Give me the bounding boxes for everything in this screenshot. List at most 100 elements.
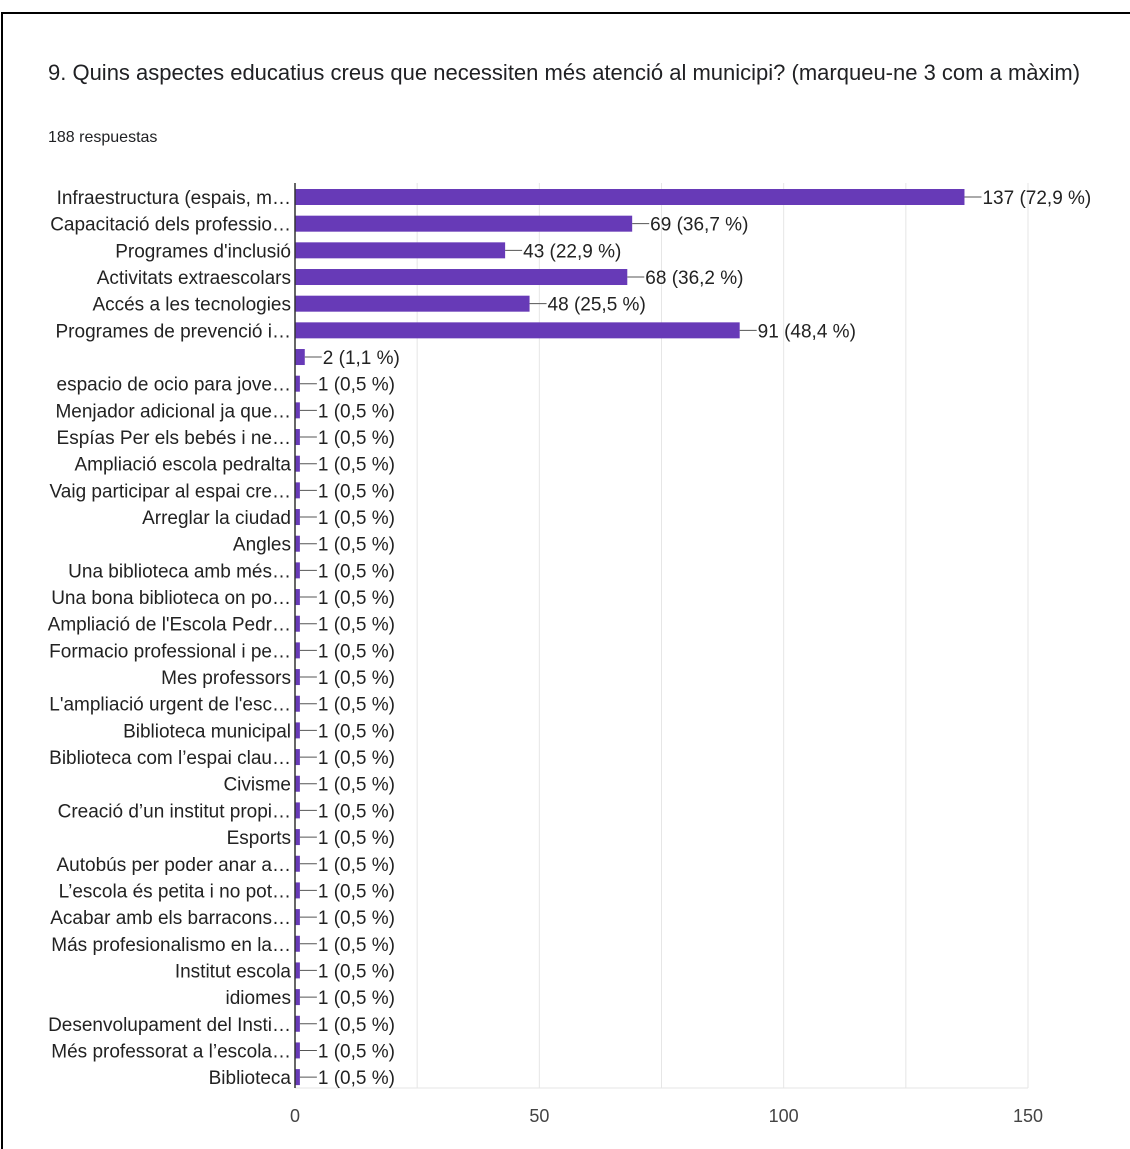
bar xyxy=(295,375,300,392)
value-label: 1 (0,5 %) xyxy=(318,615,395,636)
value-label: 1 (0,5 %) xyxy=(318,561,395,582)
bars xyxy=(295,189,965,1086)
bar xyxy=(295,642,300,659)
bar xyxy=(295,909,300,926)
value-label: 1 (0,5 %) xyxy=(318,428,395,449)
bar xyxy=(295,802,300,819)
value-labels: 137 (72,9 %) 69 (36,7 %) 43 (22,9 %) 68 (36… xyxy=(299,188,1091,1089)
bar xyxy=(295,189,965,205)
bar xyxy=(295,775,300,792)
value-label: 1 (0,5 %) xyxy=(318,508,395,529)
value-label: 91 (48,4 %) xyxy=(758,321,856,342)
category-label: L'ampliació urgent de l'esc… xyxy=(49,695,291,716)
x-tick-label: 50 xyxy=(529,1106,549,1126)
value-label: 1 (0,5 %) xyxy=(318,721,395,742)
value-label: 1 (0,5 %) xyxy=(318,855,395,876)
question-title: 9. Quins aspectes educatius creus que ne… xyxy=(48,60,1081,85)
category-label: Autobús per poder anar a… xyxy=(57,855,292,876)
value-label: 1 (0,5 %) xyxy=(318,748,395,769)
bar xyxy=(295,962,300,979)
category-label: Programes d'inclusió xyxy=(115,241,291,262)
bar xyxy=(295,615,300,632)
x-tick-label: 0 xyxy=(290,1106,300,1126)
value-label: 68 (36,2 %) xyxy=(645,268,743,289)
value-label: 1 (0,5 %) xyxy=(318,961,395,982)
value-label: 1 (0,5 %) xyxy=(318,935,395,956)
value-label: 1 (0,5 %) xyxy=(318,1041,395,1062)
category-label: Una bona biblioteca on po… xyxy=(51,588,291,609)
value-label: 1 (0,5 %) xyxy=(318,668,395,689)
category-label: Vaig participar al espai cre… xyxy=(50,481,291,502)
value-label: 1 (0,5 %) xyxy=(318,481,395,502)
bar xyxy=(295,455,300,472)
bar xyxy=(295,562,300,579)
value-label: 1 (0,5 %) xyxy=(318,401,395,422)
bar xyxy=(295,935,300,952)
response-count: 188 respuestas xyxy=(48,129,158,146)
category-label: Creació d’un institut propi… xyxy=(58,801,291,822)
value-label: 1 (0,5 %) xyxy=(318,988,395,1009)
value-label: 1 (0,5 %) xyxy=(318,535,395,556)
bar xyxy=(295,482,300,499)
category-label: Más profesionalismo en la… xyxy=(51,935,291,956)
bar xyxy=(295,829,300,846)
category-label: espacio de ocio para jove… xyxy=(57,375,291,396)
value-label: 2 (1,1 %) xyxy=(323,348,400,369)
bar xyxy=(295,989,300,1006)
value-label: 48 (25,5 %) xyxy=(548,295,646,316)
value-label: 1 (0,5 %) xyxy=(318,695,395,716)
category-label: Biblioteca xyxy=(209,1068,292,1089)
bar xyxy=(295,402,300,419)
x-tick-label: 150 xyxy=(1013,1106,1043,1126)
category-label: Biblioteca com l’espai clau… xyxy=(49,748,291,769)
bar xyxy=(295,242,506,259)
category-label: Ampliació de l'Escola Pedr… xyxy=(48,615,291,636)
category-label: Accés a les tecnologies xyxy=(92,295,291,316)
value-label: 1 (0,5 %) xyxy=(318,775,395,796)
bar xyxy=(295,429,300,446)
grid-lines xyxy=(295,183,1029,1089)
value-label: 1 (0,5 %) xyxy=(318,801,395,822)
value-label: 1 (0,5 %) xyxy=(318,908,395,929)
category-label: Esports xyxy=(227,828,291,849)
bar xyxy=(295,669,300,686)
value-label: 137 (72,9 %) xyxy=(982,188,1091,209)
category-label: Formacio professional i pe… xyxy=(49,641,291,662)
bar xyxy=(295,695,300,712)
category-label: Més professorat a l’escola… xyxy=(51,1041,291,1062)
category-label: Biblioteca municipal xyxy=(123,721,291,742)
category-label: Arreglar la ciudad xyxy=(142,508,291,529)
value-label: 1 (0,5 %) xyxy=(318,375,395,396)
x-axis: 0 50 100 150 xyxy=(290,183,1043,1126)
value-label: 69 (36,7 %) xyxy=(650,215,748,236)
bar xyxy=(295,722,300,739)
category-label: idiomes xyxy=(226,988,291,1009)
category-label: Infraestructura (espais, m… xyxy=(57,188,291,209)
bar xyxy=(295,509,300,526)
category-label: Menjador adicional ja que… xyxy=(55,401,291,422)
value-label: 1 (0,5 %) xyxy=(318,455,395,476)
value-label: 1 (0,5 %) xyxy=(318,828,395,849)
category-label: Espías Per els bebés i ne… xyxy=(57,428,291,449)
category-label: Mes professors xyxy=(161,668,291,689)
bar xyxy=(295,535,300,552)
category-labels: Infraestructura (espais, m… Capacitació d… xyxy=(48,188,292,1089)
category-label: L’escola és petita i no pot… xyxy=(59,881,291,902)
bar xyxy=(295,215,633,232)
bar xyxy=(295,349,305,366)
value-label: 1 (0,5 %) xyxy=(318,641,395,662)
category-label: Institut escola xyxy=(175,961,292,982)
category-label: Capacitació dels professio… xyxy=(50,215,291,236)
bar xyxy=(295,855,300,872)
category-label: Activitats extraescolars xyxy=(97,268,291,289)
bar xyxy=(295,749,300,766)
bar xyxy=(295,1015,300,1032)
category-label: Una biblioteca amb més… xyxy=(68,561,291,582)
value-label: 1 (0,5 %) xyxy=(318,588,395,609)
bar xyxy=(295,1069,300,1086)
bar xyxy=(295,295,530,312)
value-label: 1 (0,5 %) xyxy=(318,1068,395,1089)
bar xyxy=(295,322,740,339)
category-label: Civisme xyxy=(223,775,291,796)
x-tick-label: 100 xyxy=(769,1106,799,1126)
